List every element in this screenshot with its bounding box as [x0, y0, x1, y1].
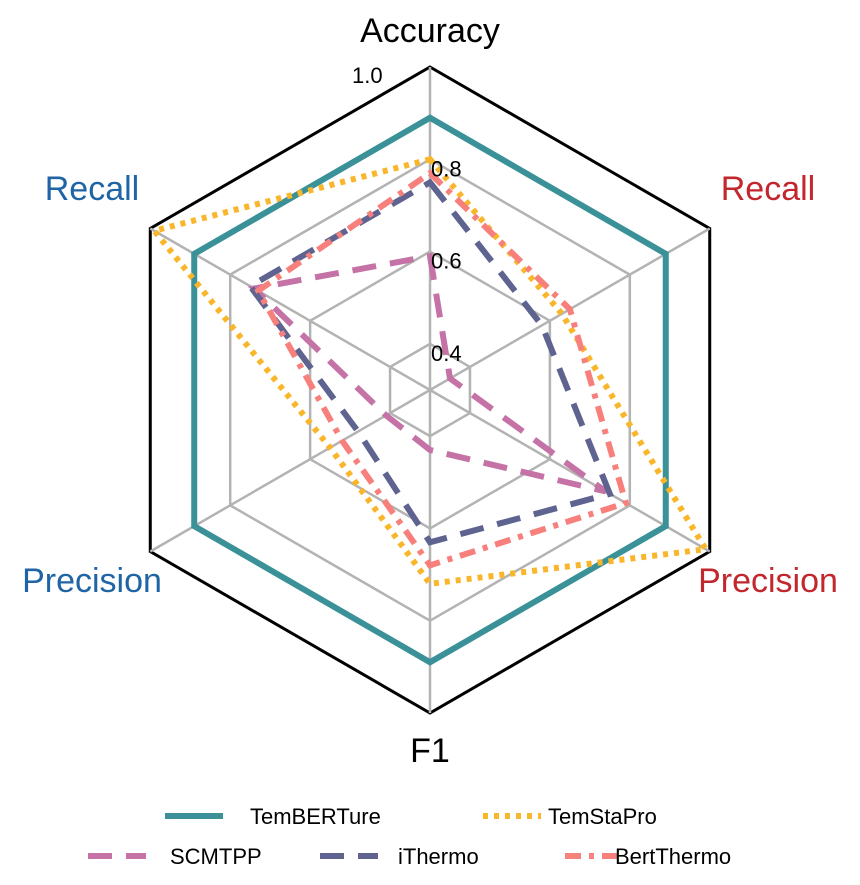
- axis-label-0: Accuracy: [360, 12, 500, 50]
- legend-label: iThermo: [398, 844, 479, 869]
- axis-label-4: Precision: [22, 562, 162, 600]
- legend-item-temstapro: TemStaPro: [483, 804, 657, 829]
- legend-label: BertThermo: [615, 844, 731, 869]
- axis-label-3: F1: [410, 732, 450, 770]
- axis-label-1: Recall: [721, 170, 815, 208]
- series-layer: [149, 114, 711, 666]
- series-line-ithermo: [245, 178, 614, 546]
- legend-label: TemBERTure: [250, 804, 381, 829]
- series-line-bertthermo: [254, 169, 630, 569]
- legend-item-ithermo: iThermo: [320, 844, 479, 869]
- tick-label: 0.8: [431, 156, 462, 181]
- legend-label: TemStaPro: [548, 804, 657, 829]
- tick-label: 0.4: [431, 341, 462, 366]
- tick-label: 0.6: [431, 249, 462, 274]
- series-line-temberture: [191, 114, 669, 666]
- legend-item-scmtpp: SCMTPP: [88, 844, 262, 869]
- legend: TemBERTure TemStaPro SCMTPP iThermo BertTher…: [88, 804, 731, 869]
- legend-label: SCMTPP: [170, 844, 262, 869]
- legend-item-bertthermo: BertThermo: [565, 844, 731, 869]
- tick-labels: 0.4 0.6 0.8 1.0: [352, 63, 462, 366]
- axis-labels: Accuracy Recall Precision F1 Precision Recall: [22, 12, 838, 770]
- legend-item-temberture: TemBERTure: [165, 804, 381, 829]
- axis-label-5: Recall: [45, 170, 139, 208]
- tick-label: 1.0: [352, 63, 383, 88]
- axis-label-2: Precision: [698, 562, 838, 600]
